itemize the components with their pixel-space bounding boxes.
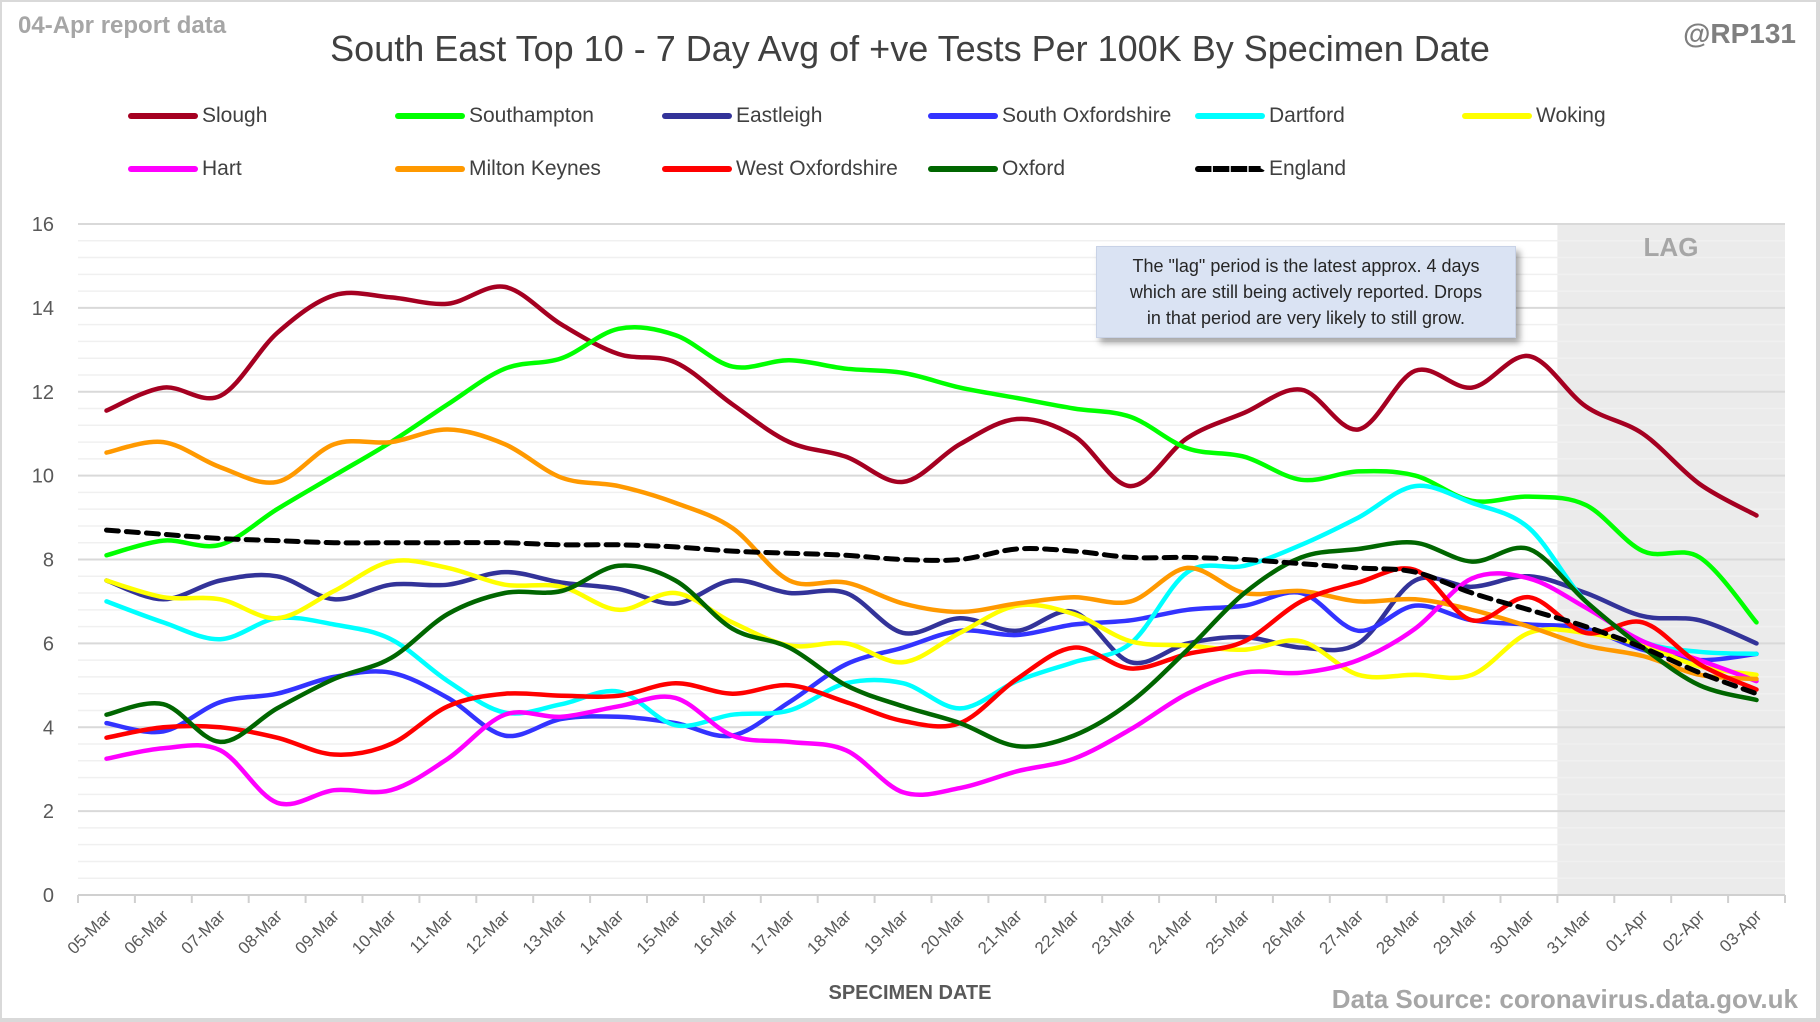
x-tick-label: 01-Apr (1602, 906, 1652, 956)
x-tick-label: 03-Apr (1716, 906, 1766, 956)
x-tick-label: 25-Mar (1202, 906, 1254, 958)
y-tick-label: 8 (43, 550, 54, 572)
legend-label: Southampton (469, 104, 594, 127)
y-tick-label: 4 (43, 717, 54, 739)
x-tick-label: 23-Mar (1088, 906, 1140, 958)
legend-item: Dartford (1195, 104, 1345, 128)
legend-swatch (662, 166, 732, 172)
lag-note-line: in that period are very likely to still … (1146, 308, 1466, 328)
legend-label: Hart (202, 157, 242, 180)
legend-label: Milton Keynes (469, 157, 601, 180)
x-tick-label: 14-Mar (576, 906, 628, 958)
x-tick-label: 26-Mar (1259, 906, 1311, 958)
legend-swatch (1195, 166, 1265, 172)
legend-label: South Oxfordshire (1002, 104, 1172, 127)
series-line-hart (104, 571, 1759, 807)
legend-swatch (928, 166, 998, 172)
x-tick-label: 28-Mar (1372, 906, 1424, 958)
lag-note-callout: The "lag" period is the latest approx. 4… (1096, 246, 1516, 338)
x-tick-label: 11-Mar (406, 906, 457, 957)
x-tick-label: 22-Mar (1031, 906, 1083, 958)
legend: Slough Southampton Eastleigh South Oxfordsh… (0, 104, 1820, 194)
legend-item: Hart (128, 157, 242, 181)
x-tick-label: 13-Mar (519, 906, 571, 958)
series-line-southampton (104, 325, 1759, 625)
x-axis-title: SPECIMEN DATE (828, 982, 992, 1004)
x-tick-label: 19-Mar (860, 906, 912, 958)
x-tick-label: 10-Mar (348, 906, 400, 958)
legend-swatch (395, 113, 465, 119)
x-tick-label: 31-Mar (1543, 906, 1595, 958)
series-line-milton-keynes (104, 427, 1759, 682)
legend-item: Eastleigh (662, 104, 822, 128)
legend-swatch (395, 166, 465, 172)
x-tick-label: 18-Mar (803, 906, 855, 958)
legend-item: Slough (128, 104, 267, 128)
x-tick-label: 17-Mar (747, 906, 799, 958)
chart-title: South East Top 10 - 7 Day Avg of +ve Tes… (330, 28, 1490, 69)
legend-swatch (662, 113, 732, 119)
x-tick-label: 02-Apr (1659, 906, 1709, 956)
lag-label: LAG (1643, 232, 1699, 262)
x-tick-label: 24-Mar (1145, 906, 1197, 958)
legend-label: Eastleigh (736, 104, 823, 127)
y-tick-label: 10 (32, 466, 54, 488)
x-tick-label: 07-Mar (178, 906, 230, 958)
series-line-woking (104, 558, 1759, 681)
legend-swatch (1195, 113, 1265, 119)
x-tick-label: 30-Mar (1486, 906, 1538, 958)
y-tick-label: 12 (32, 382, 54, 404)
x-tick-label: 20-Mar (917, 906, 969, 958)
legend-item: Woking (1462, 104, 1606, 128)
legend-label: England (1269, 157, 1347, 180)
x-tick-label: 16-Mar (690, 906, 742, 958)
legend-label: Dartford (1269, 104, 1345, 127)
y-tick-label: 16 (32, 214, 54, 236)
x-tick-label: 15-Mar (633, 906, 685, 958)
x-tick-label: 09-Mar (291, 906, 343, 958)
x-tick-label: 27-Mar (1316, 906, 1368, 958)
lag-note-line: which are still being actively reported.… (1129, 282, 1483, 302)
legend-item: South Oxfordshire (928, 104, 1171, 128)
legend-label: West Oxfordshire (736, 157, 898, 180)
x-tick-label: 06-Mar (121, 906, 173, 958)
legend-swatch (928, 113, 998, 119)
report-date-label: 04-Apr report data (18, 12, 227, 39)
y-tick-label: 14 (32, 298, 54, 320)
legend-label: Woking (1536, 104, 1606, 127)
legend-swatch (128, 113, 198, 119)
x-tick-label: 05-Mar (64, 906, 116, 958)
series-line-dartford (104, 483, 1759, 729)
legend-item: Southampton (395, 104, 594, 128)
legend-item: West Oxfordshire (662, 157, 898, 181)
series-line-slough (104, 284, 1759, 518)
legend-swatch (1462, 113, 1532, 119)
legend-item: England (1195, 157, 1346, 181)
series-line-oxford (104, 540, 1759, 749)
legend-label: Slough (202, 104, 268, 127)
y-tick-label: 6 (43, 633, 54, 655)
lag-note-line: The "lag" period is the latest approx. 4… (1132, 256, 1480, 276)
author-handle: @RP131 (1683, 18, 1796, 49)
data-source: Data Source: coronavirus.data.gov.uk (1331, 984, 1798, 1014)
legend-swatch (128, 166, 198, 172)
y-tick-label: 2 (43, 801, 54, 823)
y-tick-label: 0 (43, 885, 54, 907)
x-tick-label: 08-Mar (234, 906, 286, 958)
series-line-eastleigh (104, 569, 1759, 666)
x-tick-label: 12-Mar (462, 906, 514, 958)
legend-item: Milton Keynes (395, 157, 601, 181)
x-tick-label: 29-Mar (1429, 906, 1481, 958)
legend-label: Oxford (1002, 157, 1066, 180)
legend-item: Oxford (928, 157, 1065, 181)
series-line-england (104, 527, 1759, 697)
x-tick-label: 21-Mar (974, 906, 1026, 958)
